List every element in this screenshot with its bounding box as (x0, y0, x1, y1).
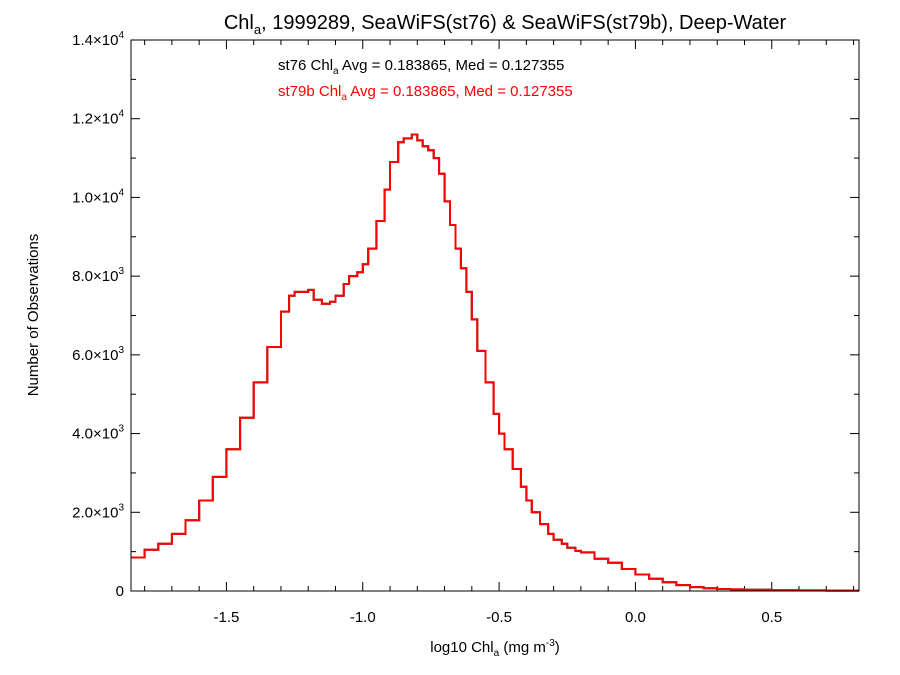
y-tick-label-exponent: 3 (118, 424, 124, 435)
y-tick-label: 2.0×103 (72, 502, 124, 521)
y-tick-label: 1.2×104 (72, 109, 124, 128)
annotation-st76-sub: a (333, 66, 339, 77)
y-tick-label-exponent: 3 (118, 266, 124, 277)
y-tick-label-exponent: 4 (118, 187, 124, 198)
x-axis-label-sup: -3 (546, 638, 555, 649)
x-axis-label-rest: (mg m (499, 639, 546, 656)
y-tick-label-exponent: 3 (118, 502, 124, 513)
y-tick-label: 4.0×103 (72, 424, 124, 443)
annotation-st79b: st79b Chla Avg = 0.183865, Med = 0.12735… (278, 83, 573, 103)
x-axis-label-sub: a (494, 648, 500, 659)
chart-title-main: Chl (224, 12, 254, 34)
x-axis-label-end: ) (555, 639, 560, 656)
y-tick-label-mantissa: 0 (116, 583, 124, 600)
y-tick-label-mantissa: 2.0×10 (72, 504, 118, 521)
chart-title-sub: a (254, 22, 262, 37)
plot-frame (130, 39, 860, 592)
annotation-st76-prefix: st76 Chl (278, 57, 333, 74)
y-tick-label: 6.0×103 (72, 345, 124, 364)
y-tick-label-mantissa: 1.0×10 (72, 189, 118, 206)
chart-title-rest: , 1999289, SeaWiFS(st76) & SeaWiFS(st79b… (261, 12, 786, 34)
y-tick-label-mantissa: 6.0×10 (72, 347, 118, 364)
x-tick-label: 0.5 (761, 609, 782, 626)
y-tick-labels: 02.0×1034.0×1036.0×1038.0×1031.0×1041.2×… (72, 30, 124, 600)
y-tick-label-mantissa: 8.0×10 (72, 268, 118, 285)
y-tick-label-mantissa: 1.4×10 (72, 32, 118, 49)
annotation-st79b-rest: Avg = 0.183865, Med = 0.127355 (347, 83, 573, 100)
series-line-st76 (131, 133, 859, 592)
axis-ticks (131, 39, 859, 592)
y-tick-label: 0 (116, 583, 124, 600)
y-tick-label-exponent: 4 (118, 109, 124, 120)
y-tick-label: 1.4×104 (72, 30, 124, 49)
x-tick-label: -1.5 (214, 609, 240, 626)
x-tick-label: -0.5 (486, 609, 512, 626)
y-tick-label: 1.0×104 (72, 187, 124, 206)
y-tick-label-mantissa: 4.0×10 (72, 426, 118, 443)
y-tick-label-mantissa: 1.2×10 (72, 111, 118, 128)
x-tick-label: -1.0 (350, 609, 376, 626)
annotation-st76-rest: Avg = 0.183865, Med = 0.127355 (339, 57, 565, 74)
y-axis-label: Number of Observations (25, 234, 42, 397)
y-tick-label-exponent: 4 (118, 30, 124, 41)
y-tick-label: 8.0×103 (72, 266, 124, 285)
chart-title: Chla, 1999289, SeaWiFS(st76) & SeaWiFS(s… (224, 12, 787, 37)
x-tick-label: 0.0 (625, 609, 646, 626)
x-tick-labels: -1.5 -1.0 -0.5 0.0 0.5 (214, 609, 783, 626)
annotation-st79b-sub: a (341, 92, 347, 103)
annotation-st76: st76 Chla Avg = 0.183865, Med = 0.127355 (278, 57, 564, 77)
y-tick-label-exponent: 3 (118, 345, 124, 356)
x-axis-label: log10 Chla (mg m-3) (430, 638, 560, 659)
x-axis-label-main: log10 Chl (430, 639, 493, 656)
annotation-st79b-prefix: st79b Chl (278, 83, 341, 100)
series-line-st79b (131, 133, 859, 592)
